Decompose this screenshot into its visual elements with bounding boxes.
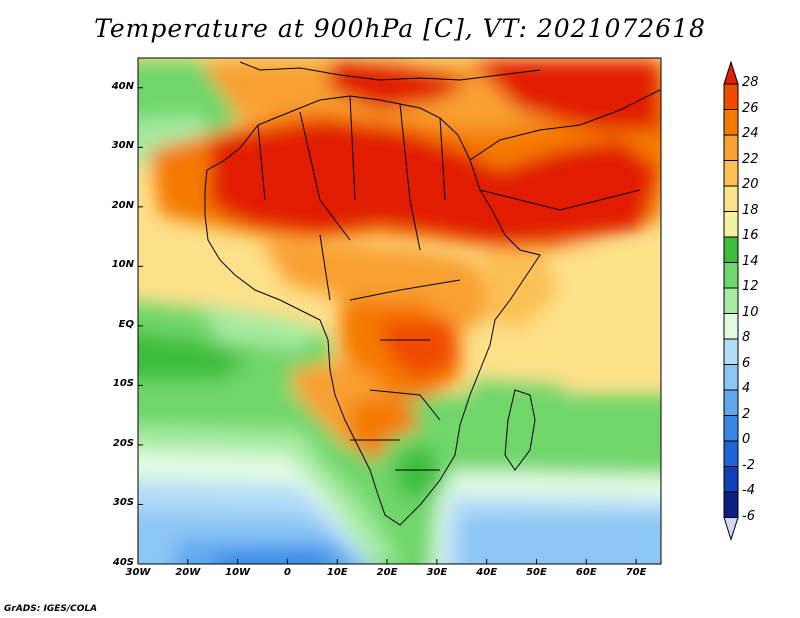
coastline xyxy=(204,61,661,526)
colorbar-label: 4 xyxy=(742,381,751,396)
colorbar-swatch xyxy=(723,262,739,289)
lon-label: 30W xyxy=(125,567,151,578)
colorbar-label: 20 xyxy=(742,177,759,192)
lat-label: 10N xyxy=(111,259,134,271)
temperature-field xyxy=(138,58,661,564)
axis-ticks xyxy=(137,87,637,565)
lon-label: 20E xyxy=(376,567,398,578)
colorbar-label: 2 xyxy=(742,406,751,422)
lat-label: 20S xyxy=(112,437,134,449)
lat-label: 30N xyxy=(111,140,134,152)
lat-label: 40N xyxy=(111,80,134,92)
colorbar-label: 26 xyxy=(742,100,759,116)
lon-label: 70E xyxy=(625,567,647,578)
lon-label: 40E xyxy=(476,567,498,578)
colorbar-label: 12 xyxy=(742,279,759,294)
colorbar-swatch xyxy=(723,211,739,238)
colorbar-label: -4 xyxy=(742,483,755,498)
colorbar-swatch xyxy=(723,313,739,340)
colorbar-swatch xyxy=(723,236,739,263)
colorbar-label: 10 xyxy=(742,304,759,320)
colorbar-label: 6 xyxy=(742,355,751,371)
colorbar-swatch xyxy=(723,338,739,365)
colorbar-swatch xyxy=(723,440,739,467)
lon-label: 50E xyxy=(526,567,547,578)
colorbar-label: 14 xyxy=(742,253,759,269)
colorbar-label: 24 xyxy=(742,126,759,141)
colorbar-swatch xyxy=(723,134,739,161)
grads-credit: GrADS: IGES/COLA xyxy=(4,604,98,614)
colorbar-label: 28 xyxy=(742,75,759,90)
lat-label: 10S xyxy=(112,378,134,390)
colorbar-label: 16 xyxy=(742,228,759,243)
colorbar-label: -6 xyxy=(742,508,755,524)
colorbar-swatch xyxy=(723,109,739,136)
colorbar-swatch xyxy=(723,287,739,314)
colorbar-label: 22 xyxy=(742,151,759,167)
lon-label: 0 xyxy=(283,567,291,578)
lat-label: 40S xyxy=(112,557,134,568)
lon-label: 30E xyxy=(426,567,448,578)
lon-label: 20W xyxy=(175,567,201,578)
lon-label: 60E xyxy=(575,567,597,578)
plot-frame xyxy=(137,57,662,565)
colorbar-swatch xyxy=(723,185,739,212)
colorbar-swatch xyxy=(723,160,739,187)
colorbar-swatch xyxy=(723,466,739,493)
colorbar-label: -2 xyxy=(742,457,755,473)
colorbar-swatch xyxy=(723,364,739,391)
map-title: Temperature at 900hPa [C], VT: 202107261… xyxy=(94,14,706,43)
colorbar-swatch xyxy=(723,389,739,416)
colorbar-top-arrow xyxy=(723,60,739,85)
colorbar-label: 18 xyxy=(742,202,759,218)
lon-label: 10W xyxy=(225,567,251,578)
colorbar-label: 8 xyxy=(742,330,751,345)
colorbar-bottom-arrow xyxy=(723,517,739,542)
lat-label: EQ xyxy=(118,318,134,330)
colorbar-swatch xyxy=(723,491,739,518)
colorbar-swatch xyxy=(723,415,739,442)
colorbar-label: 0 xyxy=(742,432,751,447)
colorbar-swatch xyxy=(723,83,739,110)
colorbar xyxy=(723,60,739,542)
lat-label: 20N xyxy=(111,199,134,211)
lon-label: 10E xyxy=(326,567,348,578)
lat-label: 30S xyxy=(112,497,134,509)
